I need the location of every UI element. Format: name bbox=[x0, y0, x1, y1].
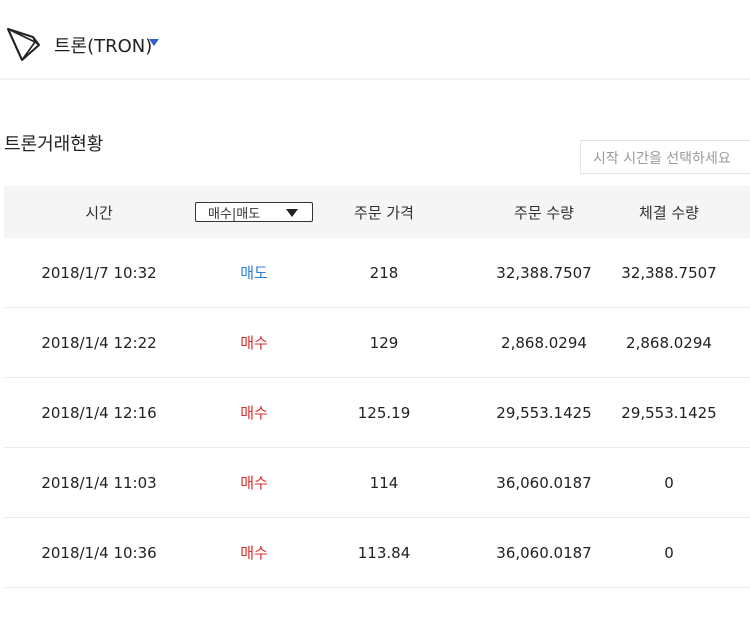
start-time-input[interactable]: 시작 시간을 선택하세요 bbox=[580, 140, 750, 174]
row-price: 129 bbox=[369, 333, 399, 352]
row-time: 2018/1/4 11:03 bbox=[41, 473, 157, 492]
caret-down-icon[interactable] bbox=[149, 39, 159, 46]
row-order-qty: 32,388.7507 bbox=[496, 263, 592, 282]
trade-table: 시간 매수|매도 주문 가격 주문 수량 체결 수량 2018/1/7 10:3… bbox=[4, 186, 750, 588]
column-header-order-qty: 주문 수량 bbox=[514, 203, 574, 222]
row-order-qty: 36,060.0187 bbox=[496, 473, 592, 492]
row-side: 매수 bbox=[240, 474, 268, 492]
row-price: 218 bbox=[369, 263, 399, 282]
row-filled-qty: 32,388.7507 bbox=[621, 263, 717, 282]
row-time: 2018/1/4 12:16 bbox=[41, 403, 157, 422]
row-price: 114 bbox=[369, 473, 399, 492]
table-row: 2018/1/7 10:32 매도 218 32,388.7507 32,388… bbox=[4, 238, 750, 308]
row-side: 매수 bbox=[240, 334, 268, 352]
table-row: 2018/1/4 12:16 매수 125.19 29,553.1425 29,… bbox=[4, 378, 750, 448]
row-filled-qty: 2,868.0294 bbox=[626, 333, 712, 352]
row-filled-qty: 0 bbox=[664, 543, 674, 562]
tron-logo-icon bbox=[7, 28, 40, 61]
row-filled-qty: 0 bbox=[664, 473, 674, 492]
row-price: 113.84 bbox=[357, 543, 411, 562]
row-time: 2018/1/4 12:22 bbox=[41, 333, 157, 352]
coin-selector-label[interactable]: 트론(TRON) bbox=[54, 36, 153, 57]
column-header-price: 주문 가격 bbox=[354, 203, 414, 222]
row-order-qty: 36,060.0187 bbox=[496, 543, 592, 562]
page-title: 트론거래현황 bbox=[4, 134, 104, 155]
row-filled-qty: 29,553.1425 bbox=[621, 403, 717, 422]
row-side: 매수 bbox=[240, 544, 268, 562]
side-filter-cell: 매수|매도 bbox=[194, 186, 314, 238]
row-side: 매수 bbox=[240, 404, 268, 422]
side-filter-dropdown[interactable]: 매수|매도 bbox=[195, 202, 313, 222]
table-row: 2018/1/4 11:03 매수 114 36,060.0187 0 bbox=[4, 448, 750, 518]
side-filter-label: 매수|매도 bbox=[208, 206, 261, 222]
row-order-qty: 29,553.1425 bbox=[496, 403, 592, 422]
table-row: 2018/1/4 10:36 매수 113.84 36,060.0187 0 bbox=[4, 518, 750, 588]
row-side: 매도 bbox=[240, 264, 268, 282]
column-header-filled-qty: 체결 수량 bbox=[639, 203, 699, 222]
table-header: 시간 매수|매도 주문 가격 주문 수량 체결 수량 bbox=[4, 186, 750, 238]
header-divider bbox=[0, 78, 750, 80]
column-header-time: 시간 bbox=[85, 203, 113, 222]
row-time: 2018/1/4 10:36 bbox=[41, 543, 157, 562]
row-price: 125.19 bbox=[357, 403, 411, 422]
table-row: 2018/1/4 12:22 매수 129 2,868.0294 2,868.0… bbox=[4, 308, 750, 378]
row-order-qty: 2,868.0294 bbox=[501, 333, 587, 352]
row-time: 2018/1/7 10:32 bbox=[41, 263, 157, 282]
top-bar: 트론(TRON) bbox=[0, 0, 750, 80]
caret-down-icon bbox=[286, 209, 298, 217]
